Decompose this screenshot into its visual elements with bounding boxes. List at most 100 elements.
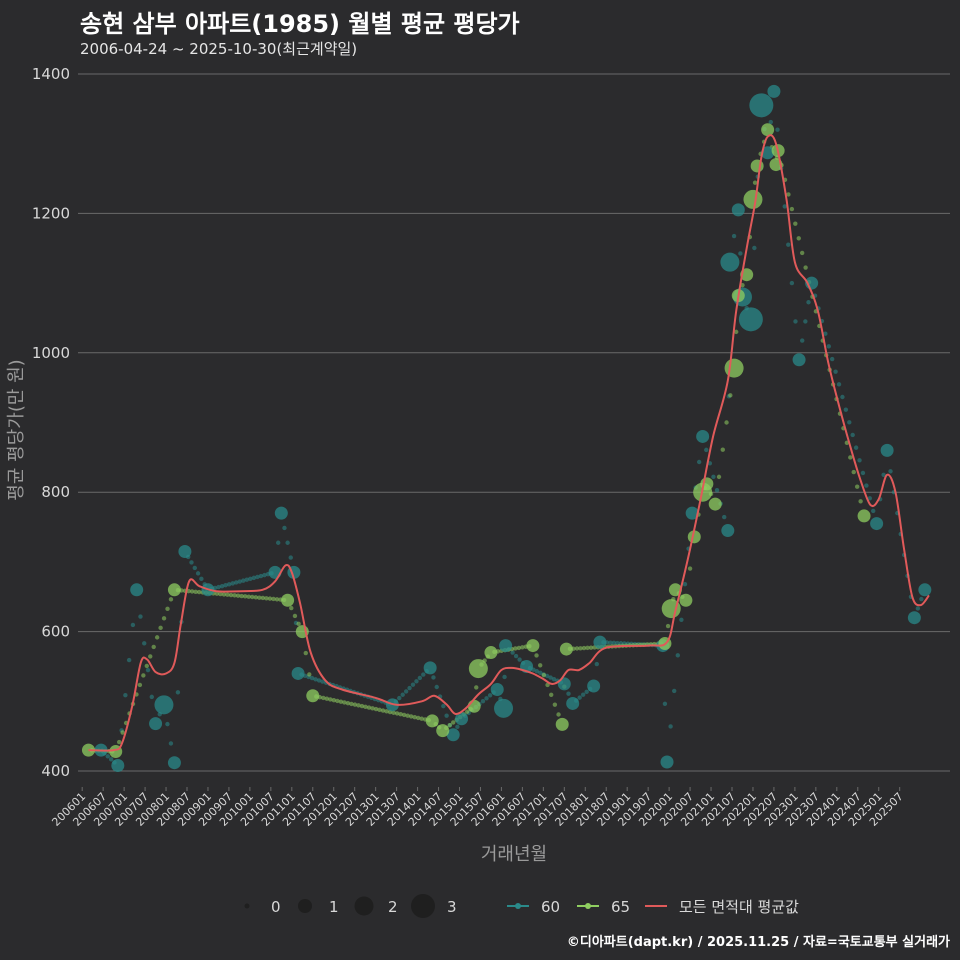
- series-60-trail-dot: [915, 606, 921, 611]
- series-65-trail-dot: [289, 605, 294, 611]
- series-65-trail-dot: [328, 697, 333, 702]
- series-60-trail-dot: [145, 667, 151, 673]
- series-60-trail-dot: [611, 640, 617, 646]
- series-65-trail-dot: [803, 265, 808, 270]
- legend-label: 65: [611, 898, 630, 916]
- series-60-point: [111, 758, 125, 772]
- series-60-trail-dot: [829, 356, 835, 362]
- legend-label: 모든 면적대 평균값: [679, 898, 799, 916]
- series-60-trail-dot: [282, 525, 287, 531]
- series-60-point: [792, 353, 806, 367]
- series-65-trail-dot: [161, 616, 167, 621]
- series-60-trail-dot: [168, 741, 174, 746]
- series-65-trail-dot: [352, 702, 358, 707]
- series-65-trail-dot: [796, 236, 801, 241]
- series-60-trail-dot: [551, 676, 557, 682]
- series-65-trail-dot: [401, 712, 407, 718]
- legend: 0 1 2 3 60 65 모든 면적대 평균값: [244, 894, 799, 918]
- size-legend-circle: [244, 903, 250, 909]
- series-65-trail-dot: [373, 706, 379, 712]
- series-60-trail-dot: [548, 675, 553, 680]
- series-60-trail-dot: [219, 583, 225, 589]
- series-65-trail-dot: [415, 715, 421, 721]
- series-60-trail-dot: [510, 650, 515, 655]
- series-65-trail-dot: [257, 595, 262, 600]
- x-axis-label: 거래년월: [481, 844, 547, 865]
- series-60-point: [738, 307, 763, 332]
- series-65-trail-dot: [356, 703, 361, 708]
- series-60-point: [490, 682, 504, 696]
- series-65-trail-dot: [342, 700, 347, 705]
- series-60-trail-dot: [789, 280, 795, 286]
- footer-credit: ©디아파트(dapt.kr) / 2025.11.25 / 자료=국토교통부 실…: [566, 935, 950, 950]
- series-60-trail-dot: [105, 754, 110, 759]
- chart-title: 송현 삼부 아파트(1985) 월별 평균 평당가: [80, 10, 520, 38]
- series-65-point: [526, 639, 540, 653]
- series-65-trail-dot: [545, 682, 550, 688]
- series-65-trail-dot: [384, 709, 389, 714]
- series-60-trail-dot: [502, 674, 507, 680]
- series-65-trail-dot: [363, 704, 368, 710]
- series-60-trail-dot: [309, 675, 315, 681]
- series-65-trail-dot: [370, 706, 375, 711]
- chart-subtitle: 2006-04-24 ~ 2025-10-30(최근계약일): [80, 40, 358, 58]
- series-60-trail-dot: [662, 701, 668, 706]
- series-65-trail-dot: [394, 711, 400, 716]
- series-65-trail-dot: [225, 592, 230, 597]
- series-60-trail-dot: [823, 331, 828, 336]
- series-65-trail-dot: [716, 474, 722, 480]
- series-65-trail-dot: [405, 713, 410, 718]
- series-60-trail-dot: [843, 407, 849, 412]
- series-65-trail-dot: [296, 621, 301, 626]
- series-65-point: [468, 659, 488, 679]
- series-65-trail-dot: [292, 613, 298, 619]
- series-65-trail-dot: [858, 499, 863, 504]
- series-60-trail-dot: [441, 703, 446, 709]
- series-60-trail-dot: [833, 369, 838, 374]
- series-65-trail-dot: [581, 645, 587, 651]
- series-60-point: [154, 695, 174, 715]
- series-65-trail-dot: [324, 696, 330, 701]
- series-60-point: [149, 717, 163, 731]
- size-legend-label: 2: [388, 898, 398, 916]
- series-60-trail-dot: [316, 678, 322, 683]
- series-65-trail-dot: [151, 644, 156, 650]
- series-65-trail-dot: [474, 685, 479, 690]
- series-65-trail-dot: [307, 672, 312, 677]
- series-60-trail-dot: [230, 581, 235, 586]
- series-65-trail-dot: [335, 698, 340, 704]
- series-65-trail-dot: [724, 420, 729, 425]
- series-60-trail-dot: [840, 394, 845, 400]
- series-65-trail-dot: [349, 701, 354, 707]
- series-60-trail-dot: [288, 555, 293, 560]
- series-60-trail-dot: [826, 344, 831, 349]
- series-65-trail-dot: [665, 623, 671, 629]
- series-65-trail-dot: [451, 720, 456, 725]
- series-60-trail-dot: [679, 617, 684, 622]
- series-60-trail-dot: [752, 245, 757, 251]
- series-60-trail-dot: [223, 583, 228, 588]
- series-60-trail-dot: [580, 692, 586, 697]
- series-60-point: [918, 583, 932, 597]
- series-65-trail-dot: [799, 250, 805, 256]
- series-65-point: [555, 717, 569, 731]
- y-tick-label: 1200: [32, 204, 70, 222]
- series-65-trail-dot: [380, 708, 386, 713]
- series-65-trail-dot: [214, 591, 220, 596]
- series-60-trail-dot: [444, 713, 449, 718]
- series-65-trail-dot: [148, 654, 153, 659]
- series-60-trail-dot: [793, 319, 798, 324]
- series-65-trail-dot: [235, 593, 241, 598]
- series-65-point: [668, 583, 682, 597]
- series-60-point: [870, 517, 884, 531]
- series-60-trail-dot: [255, 574, 260, 580]
- series-60-trail-dot: [138, 614, 143, 619]
- series-65-trail-dot: [419, 716, 424, 721]
- size-legend-label: 3: [447, 898, 457, 916]
- series-65-point: [857, 509, 871, 523]
- series-points: [81, 84, 932, 772]
- series-60-trail-dot: [850, 432, 855, 438]
- series-65-trail-dot: [516, 645, 522, 651]
- series-65-trail-dot: [578, 646, 583, 651]
- series-60-trail-dot: [126, 657, 132, 663]
